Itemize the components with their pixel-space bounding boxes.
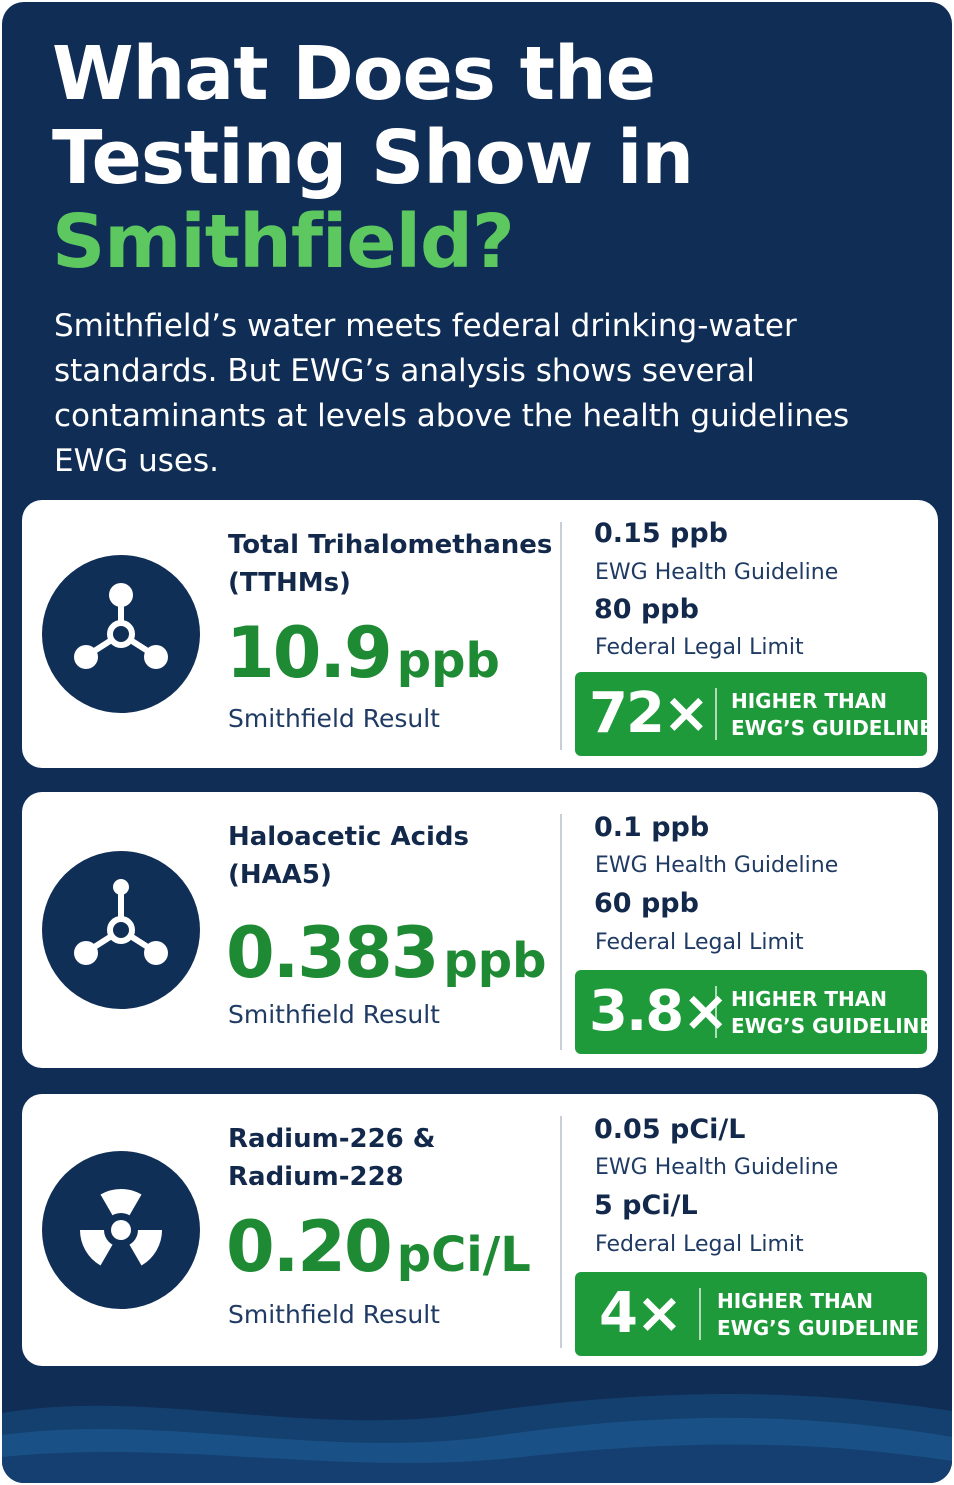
multiplier-badge: 4× HIGHER THAN EWG’S GUIDELINE	[575, 1272, 927, 1356]
result-value: 0.383	[226, 912, 439, 994]
contaminant-name: Total Trihalomethanes (TTHMs)	[228, 530, 553, 598]
smithfield-result: 10.9 ppb	[226, 612, 500, 694]
legal-limit-label: Federal Legal Limit	[595, 635, 804, 660]
badge-line-1: HIGHER THAN	[731, 689, 887, 713]
title-accent: Smithfield?	[52, 199, 515, 285]
intro-text: Smithfield’s water meets federal drinkin…	[54, 308, 850, 479]
legal-limit-label: Federal Legal Limit	[595, 930, 804, 955]
badge-line-2: EWG’S GUIDELINE	[731, 1014, 934, 1038]
title-line-2: Testing Show in	[52, 115, 694, 201]
result-value: 0.20	[226, 1206, 393, 1288]
multiplier-badge: 3.8× HIGHER THAN EWG’S GUIDELINE	[575, 970, 933, 1054]
badge-separator	[715, 986, 717, 1038]
legal-limit-label: Federal Legal Limit	[595, 1232, 804, 1257]
guideline-label: EWG Health Guideline	[595, 1155, 839, 1180]
multiplier-value: 3.8×	[589, 979, 729, 1044]
result-label: Smithfield Result	[228, 704, 440, 733]
multiplier-value: 72×	[589, 681, 710, 746]
multiplier-badge: 72× HIGHER THAN EWG’S GUIDELINE	[575, 672, 933, 756]
badge-text: HIGHER THAN EWG’S GUIDELINE	[731, 986, 933, 1040]
contaminant-card-radium: Radium-226 & Radium-228 0.20 pCi/L Smithf…	[22, 1094, 938, 1366]
divider	[560, 522, 562, 750]
smithfield-result: 0.383 ppb	[226, 912, 547, 994]
result-label: Smithfield Result	[228, 1000, 440, 1029]
molecule-icon	[42, 555, 200, 713]
result-label: Smithfield Result	[228, 1300, 440, 1329]
guideline-value: 0.05 pCi/L	[594, 1114, 746, 1145]
badge-separator	[699, 1288, 701, 1340]
guideline-label: EWG Health Guideline	[595, 853, 839, 878]
badge-text: HIGHER THAN EWG’S GUIDELINE	[731, 688, 933, 742]
result-value: 10.9	[226, 612, 393, 694]
badge-separator	[715, 688, 717, 740]
contaminant-card-tthms: Total Trihalomethanes (TTHMs) 10.9 ppb Sm…	[22, 500, 938, 768]
smithfield-result: 0.20 pCi/L	[226, 1206, 531, 1288]
badge-line-2: EWG’S GUIDELINE	[731, 716, 934, 740]
legal-limit-value: 60 ppb	[594, 888, 699, 919]
guideline-value: 0.1 ppb	[594, 812, 710, 843]
guideline-label: EWG Health Guideline	[595, 560, 839, 585]
molecule-icon	[42, 851, 200, 1009]
title-line-1: What Does the	[52, 31, 656, 117]
badge-line-1: HIGHER THAN	[717, 1289, 873, 1313]
multiplier-value: 4×	[599, 1281, 683, 1346]
badge-line-1: HIGHER THAN	[731, 987, 887, 1011]
badge-line-2: EWG’S GUIDELINE	[717, 1316, 920, 1340]
contaminant-name: Haloacetic Acids (HAA5)	[228, 822, 470, 890]
page-title: What Does the Testing Show in Smithfield…	[52, 31, 694, 285]
guideline-value: 0.15 ppb	[594, 518, 728, 549]
divider	[560, 1116, 562, 1348]
wave-decoration	[2, 1373, 952, 1483]
radiation-icon	[42, 1151, 200, 1309]
divider	[560, 814, 562, 1050]
result-unit: pCi/L	[396, 1227, 531, 1283]
contaminant-card-haa5: Haloacetic Acids (HAA5) 0.383 ppb Smithfi…	[22, 792, 938, 1068]
result-unit: ppb	[396, 633, 500, 689]
result-unit: ppb	[443, 933, 547, 989]
legal-limit-value: 80 ppb	[594, 594, 699, 625]
legal-limit-value: 5 pCi/L	[594, 1190, 698, 1221]
badge-text: HIGHER THAN EWG’S GUIDELINE	[717, 1288, 919, 1342]
contaminant-name: Radium-226 & Radium-228	[228, 1124, 436, 1192]
